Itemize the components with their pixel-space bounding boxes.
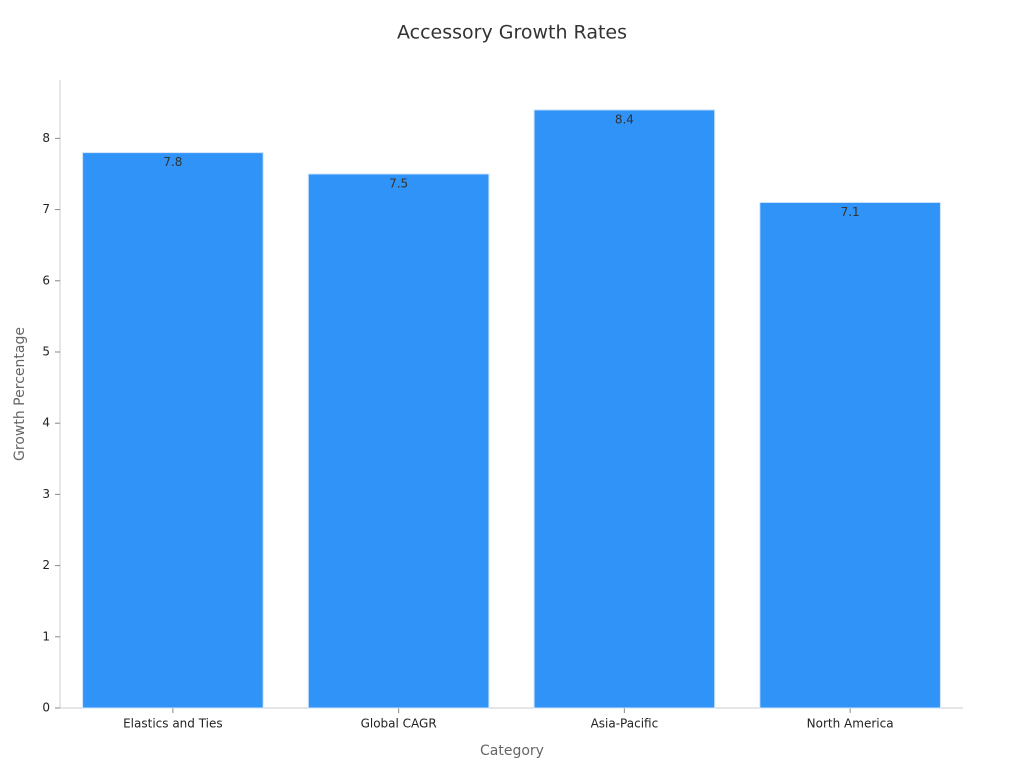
bar xyxy=(533,109,716,709)
bar xyxy=(759,201,941,709)
value-label: 7.8 xyxy=(163,155,182,169)
y-tick-label: 1 xyxy=(42,629,50,643)
y-tick-label: 7 xyxy=(42,202,50,216)
value-label: 7.1 xyxy=(841,205,860,219)
bar xyxy=(82,152,264,709)
value-label: 8.4 xyxy=(615,112,634,126)
x-tick-label: Elastics and Ties xyxy=(123,717,223,731)
x-tick-label: Asia-Pacific xyxy=(591,717,659,731)
x-tick-label: Global CAGR xyxy=(361,717,437,731)
y-tick-label: 6 xyxy=(42,273,50,287)
chart-title: Accessory Growth Rates xyxy=(397,22,627,44)
y-tick-label: 4 xyxy=(42,416,50,430)
y-tick-label: 2 xyxy=(42,558,50,572)
x-tick-label: North America xyxy=(807,717,894,731)
y-tick-label: 3 xyxy=(42,487,50,501)
x-axis-label: Category xyxy=(480,743,544,759)
y-tick-label: 5 xyxy=(42,344,50,358)
value-label: 7.5 xyxy=(389,176,408,190)
y-tick-label: 0 xyxy=(42,701,50,715)
bar xyxy=(307,173,490,709)
y-axis-label: Growth Percentage xyxy=(12,327,28,461)
y-tick-label: 8 xyxy=(42,131,50,145)
